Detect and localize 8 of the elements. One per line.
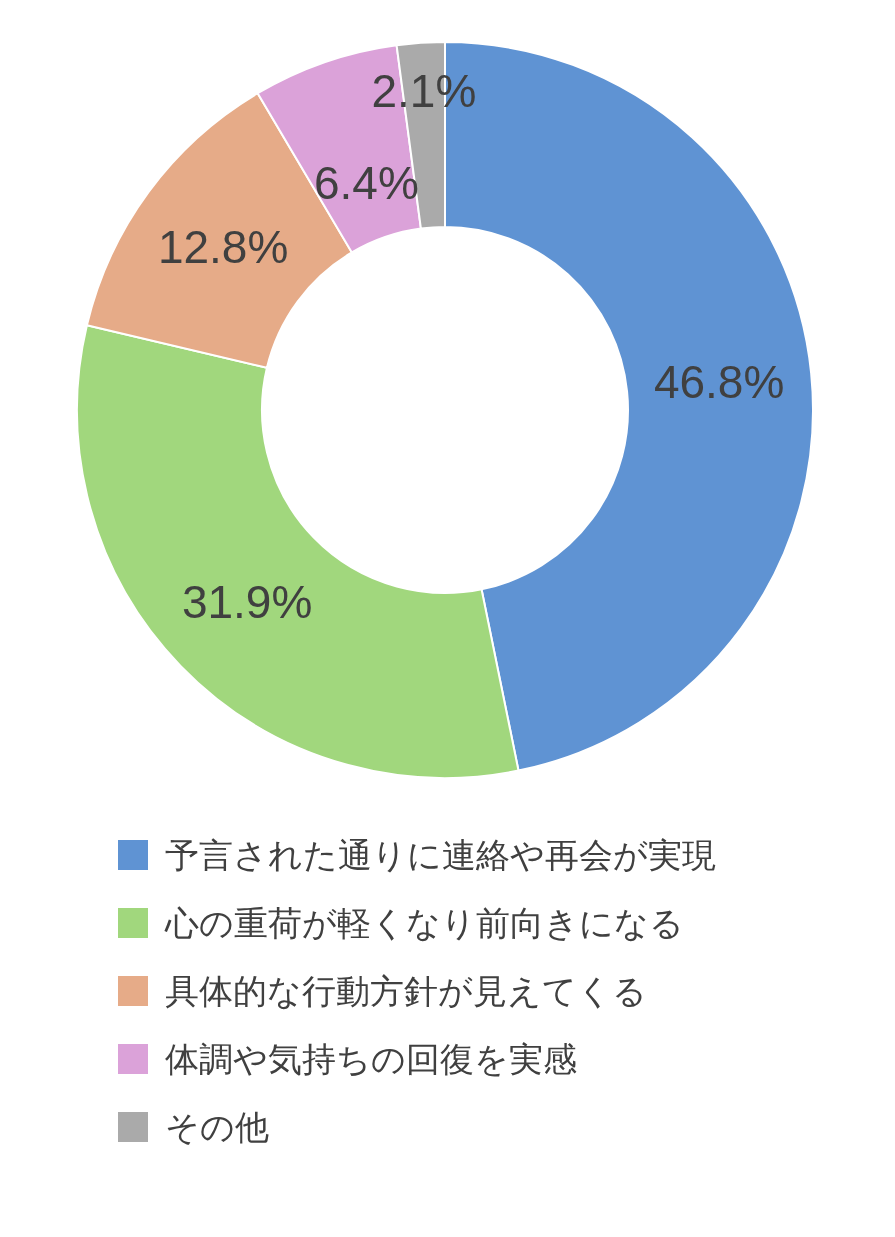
legend-label: 心の重荷が軽くなり前向きになる <box>164 903 684 943</box>
legend-label: 体調や気持ちの回復を実感 <box>165 1039 577 1079</box>
legend-label: その他 <box>165 1107 269 1147</box>
data-label: 12.8% <box>157 220 289 273</box>
data-label: 31.9% <box>181 575 313 628</box>
data-label: 46.8% <box>653 356 785 409</box>
legend-label: 具体的な行動方針が見えてくる <box>165 971 647 1011</box>
legend-label: 予言された通りに連絡や再会が実現 <box>165 835 716 875</box>
